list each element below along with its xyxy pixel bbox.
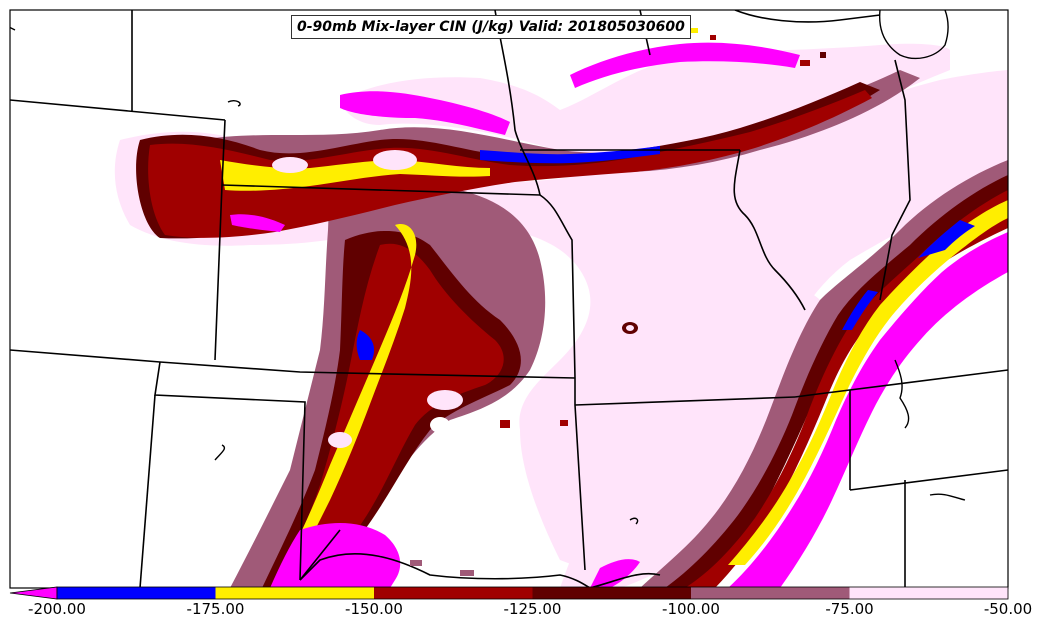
colorbar-frame <box>56 586 1009 600</box>
cin-clear-spot <box>328 432 352 448</box>
cin-region-light-central <box>420 70 1008 575</box>
coastlines <box>10 10 966 525</box>
cin-region-maroon-north <box>148 90 872 238</box>
colorbar-tick-label: -200.00 <box>28 600 86 618</box>
colorbar-extend-low <box>9 586 58 600</box>
colorbar-tick-label: -100.00 <box>662 600 720 618</box>
cin-region-magenta-east <box>728 232 1008 588</box>
cin-region-magenta-north <box>340 91 510 135</box>
cin-field <box>10 10 1008 588</box>
colorbar-tick-label: -150.00 <box>345 600 403 618</box>
colorbar-segment <box>57 587 216 599</box>
colorbar-segment <box>532 587 692 599</box>
colorbar-segment <box>849 587 1009 599</box>
cin-region-blue-east <box>918 220 975 258</box>
cin-clear-spot <box>373 150 417 170</box>
cin-region-yellow-north <box>220 160 490 191</box>
colorbar <box>9 586 1009 600</box>
state-boundaries <box>10 10 1008 588</box>
cin-region-blue-plains <box>356 330 375 360</box>
cin-clear-spot <box>430 417 450 433</box>
cin-region-blue-east2 <box>842 290 878 330</box>
cin-region-magenta-west <box>230 214 285 232</box>
cin-region-light-se <box>560 292 820 588</box>
colorbar-tick-label: -50.00 <box>983 600 1033 618</box>
cin-region-yellow-east <box>728 200 1008 565</box>
cin-region-maroon-plains <box>275 243 504 588</box>
colorbar-tick-label: -125.00 <box>503 600 562 618</box>
cin-region-magenta-se <box>590 559 640 588</box>
cin-region-magenta-north2 <box>570 42 800 88</box>
cin-clear-spot <box>272 157 308 173</box>
colorbar-tick-label: -175.00 <box>186 600 245 618</box>
colorbar-segment <box>215 587 375 599</box>
cin-region-blue-north <box>480 146 660 164</box>
colorbar-segment <box>374 587 533 599</box>
cin-clear-spot <box>626 325 634 331</box>
map-title: 0-90mb Mix-layer CIN (J/kg) Valid: 20180… <box>291 15 691 39</box>
colorbar-tick-label: -75.00 <box>825 600 874 618</box>
cin-clear-spot <box>427 390 463 410</box>
colorbar-segment <box>691 587 850 599</box>
